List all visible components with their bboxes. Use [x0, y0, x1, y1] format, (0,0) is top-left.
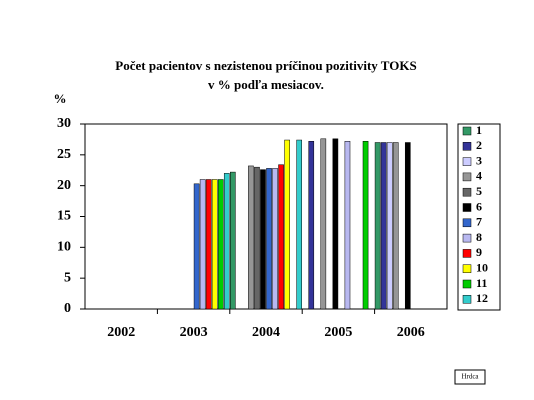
chart-title: Počet pacientov s nezistenou príčinou po… — [115, 58, 416, 73]
bar — [344, 141, 351, 310]
bar — [230, 171, 236, 310]
note: Hrdca — [461, 373, 479, 381]
bar — [193, 183, 200, 310]
bar — [272, 168, 278, 310]
y-tick-label: 30 — [57, 116, 71, 131]
legend-swatch — [462, 142, 472, 151]
legend-swatch — [462, 233, 472, 243]
y-tick-label: 25 — [57, 147, 71, 162]
bar — [248, 165, 254, 310]
bar — [217, 179, 224, 310]
bar — [211, 179, 218, 310]
legend-label: 11 — [476, 276, 487, 290]
legend-swatch — [462, 203, 472, 212]
bar — [199, 179, 206, 310]
bar — [308, 141, 315, 310]
y-tick-label: 5 — [64, 270, 71, 285]
x-tick-label: 2006 — [397, 325, 425, 340]
legend-label: 7 — [476, 215, 482, 229]
legend-label: 4 — [476, 169, 482, 183]
x-tick-label: 2005 — [324, 325, 352, 340]
bar — [386, 142, 393, 310]
y-tick-label: 20 — [57, 178, 71, 193]
legend-swatch — [462, 172, 472, 182]
bar — [380, 142, 387, 310]
x-tick-label: 2004 — [252, 325, 280, 340]
bar — [392, 142, 399, 310]
legend-label: 9 — [476, 245, 482, 259]
bar — [296, 139, 302, 310]
bar — [254, 166, 260, 310]
y-tick-label: 0 — [64, 301, 71, 316]
legend-swatch — [462, 187, 472, 197]
legend-swatch — [462, 279, 472, 289]
x-tick-label: 2002 — [107, 325, 135, 340]
plot-area — [84, 123, 448, 310]
legend-swatch — [462, 295, 472, 304]
bar — [223, 173, 230, 310]
legend — [457, 123, 501, 311]
legend-label: 12 — [476, 291, 488, 305]
legend-label: 5 — [476, 184, 482, 198]
legend-swatch — [462, 218, 472, 228]
bar — [374, 142, 381, 310]
legend-swatch — [462, 126, 472, 136]
bar — [362, 141, 369, 310]
bar — [260, 169, 266, 310]
bar — [284, 139, 290, 310]
legend-label: 10 — [476, 260, 488, 274]
y-tick-label: 10 — [57, 240, 71, 255]
x-tick-label: 2003 — [180, 325, 208, 340]
chart-title: v % podľa mesiacov. — [208, 77, 324, 92]
legend-label: 3 — [476, 153, 482, 167]
legend-swatch — [462, 157, 472, 166]
y-axis-label: % — [54, 91, 67, 106]
legend-label: 1 — [476, 123, 482, 137]
legend-label: 6 — [476, 199, 482, 213]
note-box — [454, 369, 486, 385]
bar — [404, 142, 411, 310]
legend-label: 8 — [476, 230, 482, 244]
bar — [278, 164, 284, 310]
bar — [320, 138, 327, 310]
y-tick-label: 15 — [57, 209, 71, 224]
legend-label: 2 — [476, 138, 482, 152]
bar — [205, 179, 212, 310]
legend-swatch — [462, 264, 472, 273]
bar — [266, 168, 272, 310]
legend-swatch — [462, 249, 472, 258]
bar — [332, 138, 339, 310]
